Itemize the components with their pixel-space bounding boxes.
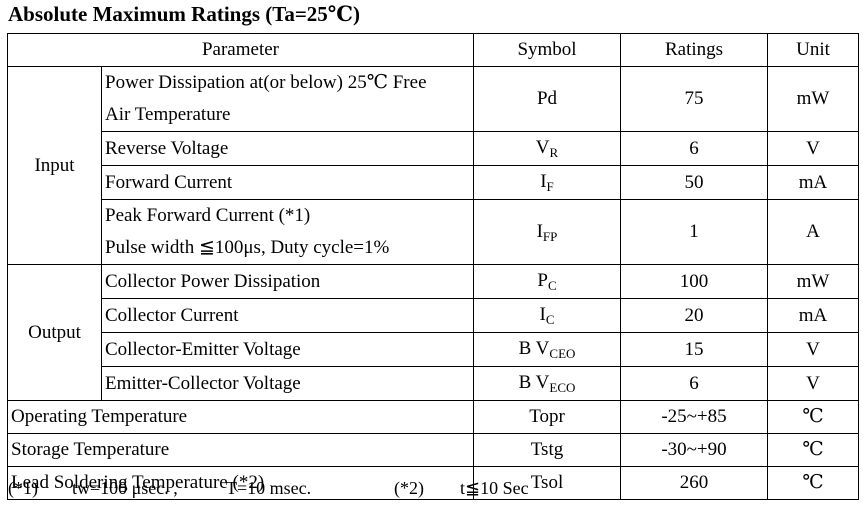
symbol-main: B V bbox=[518, 338, 550, 359]
unit-cell: mW bbox=[767, 66, 859, 132]
symbol-subscript: FP bbox=[542, 228, 558, 244]
parameter-line: Air Temperature bbox=[105, 104, 231, 125]
symbol-cell: B VECO bbox=[473, 366, 621, 401]
header-parameter: Parameter bbox=[7, 33, 474, 67]
table-row: Emitter-Collector Voltage B VECO 6 V bbox=[8, 366, 859, 401]
footnote-1-tw: tw=100 μsec. , bbox=[72, 478, 178, 498]
table-row: Storage Temperature Tstg -30~+90 ℃ bbox=[7, 433, 859, 467]
symbol-cell: Tstg bbox=[473, 433, 621, 467]
parameter-cell: Collector Power Dissipation bbox=[101, 264, 474, 299]
unit-cell: V bbox=[767, 366, 859, 401]
parameter-cell: Collector-Emitter Voltage bbox=[101, 332, 474, 367]
rating-cell: 260 bbox=[620, 466, 768, 500]
table-row: Collector Current IC 20 mA bbox=[8, 298, 859, 333]
header-ratings: Ratings bbox=[620, 33, 768, 67]
header-symbol: Symbol bbox=[473, 33, 621, 67]
parameter-cell: Collector Current bbox=[101, 298, 474, 333]
symbol-cell: VR bbox=[473, 131, 621, 166]
header-unit: Unit bbox=[767, 33, 859, 67]
symbol-cell: Pd bbox=[473, 66, 621, 132]
rating-cell: -25~+85 bbox=[620, 400, 768, 434]
footnote-2-marker: (*2) bbox=[394, 478, 424, 498]
footnote-1-t: T=10 msec. bbox=[226, 478, 312, 498]
parameter-cell: Storage Temperature bbox=[7, 433, 474, 467]
symbol-main: I bbox=[536, 220, 543, 242]
unit-cell: ℃ bbox=[767, 466, 859, 500]
symbol-main: B V bbox=[518, 372, 550, 393]
unit-cell: A bbox=[767, 199, 859, 265]
symbol-subscript: ECO bbox=[549, 380, 576, 395]
parameter-cell: Peak Forward Current (*1) Pulse width ≦1… bbox=[101, 199, 474, 265]
unit-cell: mA bbox=[767, 298, 859, 333]
symbol-main: I bbox=[539, 304, 546, 325]
parameter-cell: Operating Temperature bbox=[7, 400, 474, 434]
parameter-cell: Reverse Voltage bbox=[101, 131, 474, 166]
rating-cell: 1 bbox=[620, 199, 768, 265]
symbol-cell: IF bbox=[473, 165, 621, 200]
table-row: Lead Soldering Temperature (*2) Tsol 260… bbox=[7, 466, 859, 500]
parameter-cell: Emitter-Collector Voltage bbox=[101, 366, 474, 401]
parameter-cell: Forward Current bbox=[101, 165, 474, 200]
group-output-label: Output bbox=[7, 264, 102, 401]
table-title: Absolute Maximum Ratings (Ta=25℃) bbox=[8, 2, 360, 26]
symbol-subscript: CEO bbox=[549, 346, 576, 361]
symbol-main: I bbox=[540, 171, 547, 192]
parameter-line: Power Dissipation at(or below) 25℃ Free bbox=[105, 72, 427, 93]
rating-cell: 6 bbox=[620, 366, 768, 401]
symbol-main: P bbox=[537, 270, 548, 291]
rating-cell: 15 bbox=[620, 332, 768, 367]
symbol-subscript: F bbox=[546, 179, 554, 194]
unit-cell: V bbox=[767, 332, 859, 367]
unit-cell: mA bbox=[767, 165, 859, 200]
unit-cell: V bbox=[767, 131, 859, 166]
parameter-line: Pulse width ≦100μs, Duty cycle=1% bbox=[105, 237, 390, 258]
symbol-main: V bbox=[535, 137, 550, 158]
ratings-table: Parameter Symbol Ratings Unit Input Powe… bbox=[7, 33, 859, 500]
symbol-subscript: C bbox=[547, 278, 557, 293]
table-row: Reverse Voltage VR 6 V bbox=[8, 131, 859, 166]
table-row: Operating Temperature Topr -25~+85 ℃ bbox=[7, 400, 859, 434]
symbol-cell: B VCEO bbox=[473, 332, 621, 367]
symbol-cell: PC bbox=[473, 264, 621, 299]
unit-cell: ℃ bbox=[767, 400, 859, 434]
table-row: Output Collector Power Dissipation PC 10… bbox=[7, 264, 859, 401]
rating-cell: 20 bbox=[620, 298, 768, 333]
symbol-cell: IC bbox=[473, 298, 621, 333]
table-row: Input Power Dissipation at(or below) 25℃… bbox=[7, 66, 859, 265]
group-input-label: Input bbox=[7, 66, 102, 265]
footnote-2-text: t≦10 Sec bbox=[460, 478, 529, 498]
table-row: Peak Forward Current (*1) Pulse width ≦1… bbox=[8, 199, 859, 265]
parameter-cell: Lead Soldering Temperature (*2) bbox=[7, 466, 474, 500]
header-row: Parameter Symbol Ratings Unit bbox=[7, 33, 859, 67]
symbol-cell: Topr bbox=[473, 400, 621, 434]
symbol-subscript: R bbox=[549, 145, 559, 160]
rating-cell: 75 bbox=[620, 66, 768, 132]
rating-cell: -30~+90 bbox=[620, 433, 768, 467]
rating-cell: 50 bbox=[620, 165, 768, 200]
symbol-subscript: C bbox=[545, 312, 555, 327]
symbol-cell: IFP bbox=[473, 199, 621, 265]
rating-cell: 100 bbox=[620, 264, 768, 299]
footnote-1-marker: (*1) bbox=[8, 478, 38, 498]
unit-cell: mW bbox=[767, 264, 859, 299]
rating-cell: 6 bbox=[620, 131, 768, 166]
parameter-line: Peak Forward Current (*1) bbox=[105, 205, 311, 226]
symbol-cell: Tsol bbox=[473, 466, 621, 500]
table-row: Collector-Emitter Voltage B VCEO 15 V bbox=[8, 332, 859, 367]
table-row: Forward Current IF 50 mA bbox=[8, 165, 859, 200]
parameter-cell: Power Dissipation at(or below) 25℃ Free … bbox=[101, 66, 474, 132]
unit-cell: ℃ bbox=[767, 433, 859, 467]
